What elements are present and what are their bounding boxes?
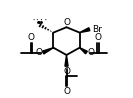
Text: ····: ···· [32, 18, 49, 24]
Text: Br: Br [92, 25, 102, 34]
Text: O: O [36, 48, 43, 57]
Polygon shape [80, 28, 90, 33]
Text: O: O [28, 33, 35, 42]
Text: O: O [88, 48, 95, 57]
Polygon shape [80, 48, 87, 54]
Text: O: O [63, 87, 70, 96]
Text: O: O [94, 33, 101, 42]
Text: O: O [63, 67, 70, 76]
Polygon shape [65, 55, 68, 66]
Text: O: O [63, 18, 70, 27]
Polygon shape [42, 48, 53, 54]
